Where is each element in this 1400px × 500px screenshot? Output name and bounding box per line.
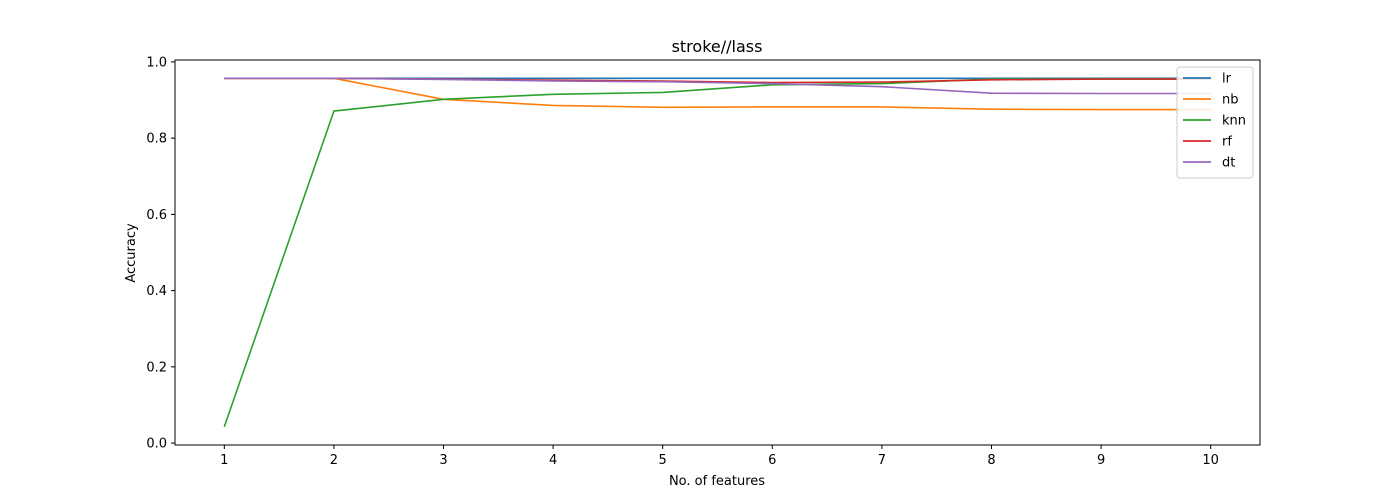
- legend-label-rf: rf: [1222, 135, 1232, 150]
- legend-label-dt: dt: [1222, 156, 1235, 171]
- y-tick-label: 0.6: [146, 208, 167, 223]
- y-tick-label: 0.4: [146, 284, 167, 299]
- legend-label-knn: knn: [1222, 114, 1246, 129]
- series-lines: [223, 77, 1211, 427]
- x-tick-label: 9: [1097, 453, 1105, 468]
- legend: lr nb knn rf dt: [1176, 66, 1254, 179]
- x-tick-label: 7: [878, 453, 886, 468]
- legend-label-lr: lr: [1222, 72, 1232, 87]
- y-tick-label: 1.0: [146, 55, 167, 70]
- x-tick-label: 1: [220, 453, 228, 468]
- y-tick-label: 0.8: [146, 132, 167, 147]
- y-axis: 0.0 0.2 0.4 0.6 0.8 1.0: [146, 55, 175, 452]
- y-axis-label: Accuracy: [124, 223, 139, 283]
- x-tick-label: 8: [987, 453, 995, 468]
- y-tick-label: 0.0: [146, 437, 167, 452]
- plot-frame: [174, 59, 1261, 446]
- legend-label-nb: nb: [1222, 93, 1239, 108]
- series-line-dt: [224, 77, 1211, 95]
- plot-area: 1 2 3 4 5 6 7 8 9 10 0.0 0.2 0.4 0.6 0.8 1.0: [146, 55, 1261, 468]
- series-line-nb: [224, 77, 1211, 111]
- x-axis-label: No. of features: [669, 474, 765, 489]
- y-tick-label: 0.2: [146, 360, 167, 375]
- x-tick-label: 5: [659, 453, 667, 468]
- x-tick-label: 4: [549, 453, 557, 468]
- x-tick-label: 3: [439, 453, 447, 468]
- chart-title: stroke//lass: [672, 37, 763, 56]
- x-axis: 1 2 3 4 5 6 7 8 9 10: [220, 445, 1219, 468]
- x-tick-label: 2: [330, 453, 338, 468]
- legend-box: [1176, 66, 1254, 179]
- x-tick-label: 6: [768, 453, 776, 468]
- x-tick-label: 10: [1202, 453, 1219, 468]
